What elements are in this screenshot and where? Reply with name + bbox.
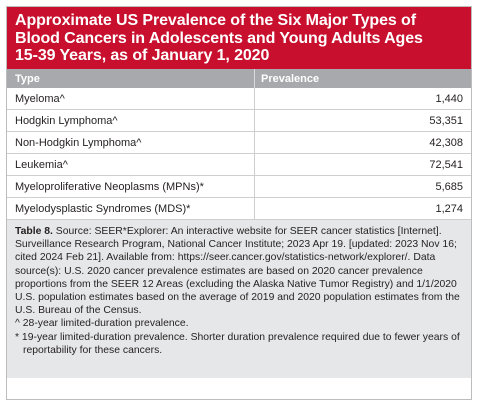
table-title: Approximate US Prevalence of the Six Maj… (7, 7, 471, 69)
prevalence-table-card: Approximate US Prevalence of the Six Maj… (6, 6, 472, 400)
table-row: Leukemia^ 72,541 (7, 154, 471, 176)
row-type: Myelodysplastic Syndromes (MDS)* (7, 198, 255, 219)
source-text: Source: SEER*Explorer: An interactive we… (15, 226, 460, 317)
table-row: Non-Hodgkin Lymphoma^ 42,308 (7, 132, 471, 154)
row-type: Myeloma^ (7, 88, 255, 109)
header-type: Type (7, 69, 255, 88)
footnote-star: * 19-year limited-duration prevalence. S… (15, 331, 460, 356)
footnote-caret: ^ 28-year limited-duration prevalence. (15, 318, 189, 330)
row-prevalence: 5,685 (435, 180, 463, 193)
table-row: Myeloproliferative Neoplasms (MPNs)* 5,6… (7, 176, 471, 198)
row-prevalence: 1,274 (435, 202, 463, 215)
row-type: Non-Hodgkin Lymphoma^ (7, 132, 255, 153)
title-line-3: 15-39 Years, as of January 1, 2020 (15, 47, 270, 64)
row-type: Myeloproliferative Neoplasms (MPNs)* (7, 176, 255, 197)
title-line-1: Approximate US Prevalence of the Six Maj… (15, 12, 416, 29)
row-prevalence: 72,541 (429, 158, 463, 171)
table-label: Table 8. (15, 226, 53, 237)
table-row: Myeloma^ 1,440 (7, 88, 471, 110)
row-type: Leukemia^ (7, 154, 255, 175)
title-line-2: Blood Cancers in Adolescents and Young A… (15, 29, 423, 47)
row-prevalence: 42,308 (429, 136, 463, 149)
table-header-row: Type Prevalence (7, 69, 471, 88)
header-prevalence: Prevalence (261, 72, 320, 85)
source-note: Table 8. Source: SEER*Explorer: An inter… (15, 225, 463, 317)
table-row: Hodgkin Lymphoma^ 53,351 (7, 110, 471, 132)
table-row: Myelodysplastic Syndromes (MDS)* 1,274 (7, 198, 471, 220)
table-notes: Table 8. Source: SEER*Explorer: An inter… (7, 220, 471, 378)
row-type: Hodgkin Lymphoma^ (7, 110, 255, 131)
row-prevalence: 53,351 (429, 114, 463, 127)
row-prevalence: 1,440 (435, 92, 463, 105)
